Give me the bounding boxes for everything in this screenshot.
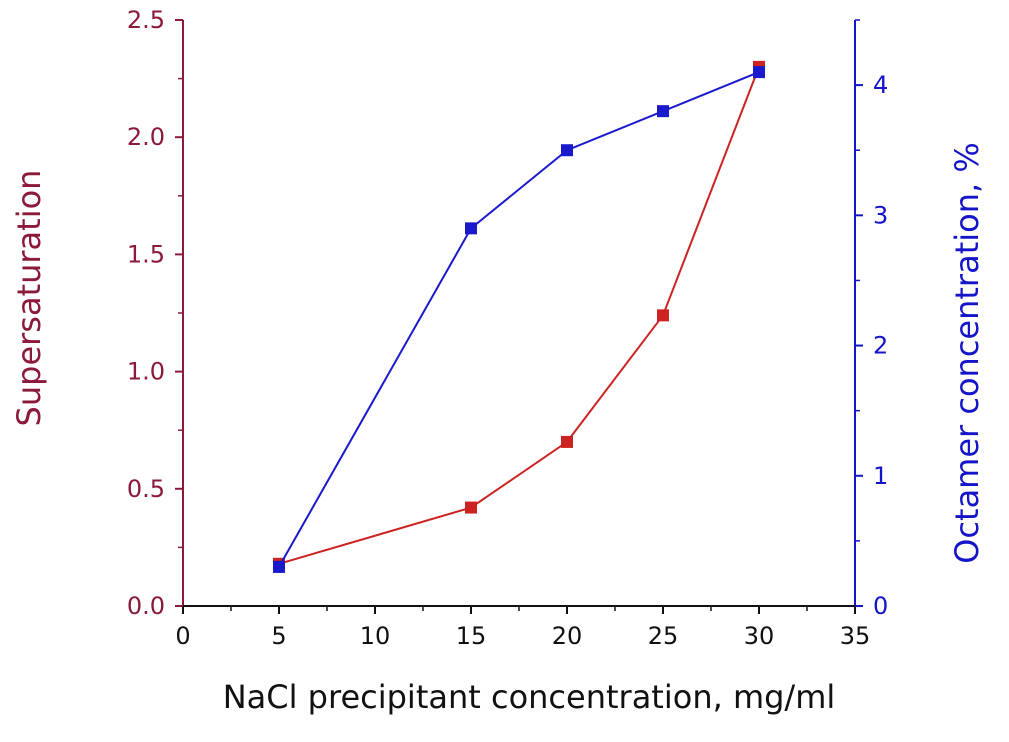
y-left-tick-label: 2.5 (127, 6, 165, 34)
y-left-tick-label: 0.5 (127, 475, 165, 503)
data-point-supersaturation (657, 309, 669, 322)
x-tick-label: 5 (271, 622, 286, 650)
y-left-tick-label: 2.0 (127, 123, 165, 151)
x-tick-label: 0 (175, 622, 190, 650)
y-right-tick-label: 3 (873, 201, 888, 229)
y-right-tick-label: 4 (873, 71, 888, 99)
x-tick-label: 35 (840, 622, 871, 650)
axes (182, 20, 856, 607)
y-right-tick-label: 1 (873, 462, 888, 490)
series-line-octamer (278, 71, 760, 568)
data-point-octamer (753, 66, 765, 79)
data-point-octamer (465, 222, 477, 235)
y-right-tick-label: 0 (873, 592, 888, 620)
y-right-tick-label: 2 (873, 332, 888, 360)
y-left-tick-label: 0.0 (127, 592, 165, 620)
y-axis-left-label: Supersaturation (10, 170, 48, 427)
data-point-octamer (273, 560, 285, 573)
data-point-supersaturation (465, 501, 477, 514)
x-axis-label: NaCl precipitant concentration, mg/ml (223, 678, 836, 716)
y-axis-right-label: Octamer concentration, % (948, 142, 986, 564)
series-line-supersaturation (278, 66, 760, 565)
data-point-octamer (561, 144, 573, 157)
x-tick-label: 20 (552, 622, 583, 650)
y-left-tick-label: 1.5 (127, 240, 165, 268)
data-point-supersaturation (561, 435, 573, 448)
tick-labels: 0 5 10 15 20 25 30 35 0.0 0.5 1.0 1.5 2.0 2.5 0 1 2 3 4 (127, 6, 888, 650)
x-tick-label: 10 (360, 622, 391, 650)
x-tick-label: 30 (744, 622, 775, 650)
x-tick-label: 15 (456, 622, 487, 650)
series-group (273, 60, 765, 573)
tick-marks (175, 19, 863, 614)
y-left-tick-label: 1.0 (127, 358, 165, 386)
x-tick-label: 25 (648, 622, 679, 650)
data-point-octamer (657, 105, 669, 118)
